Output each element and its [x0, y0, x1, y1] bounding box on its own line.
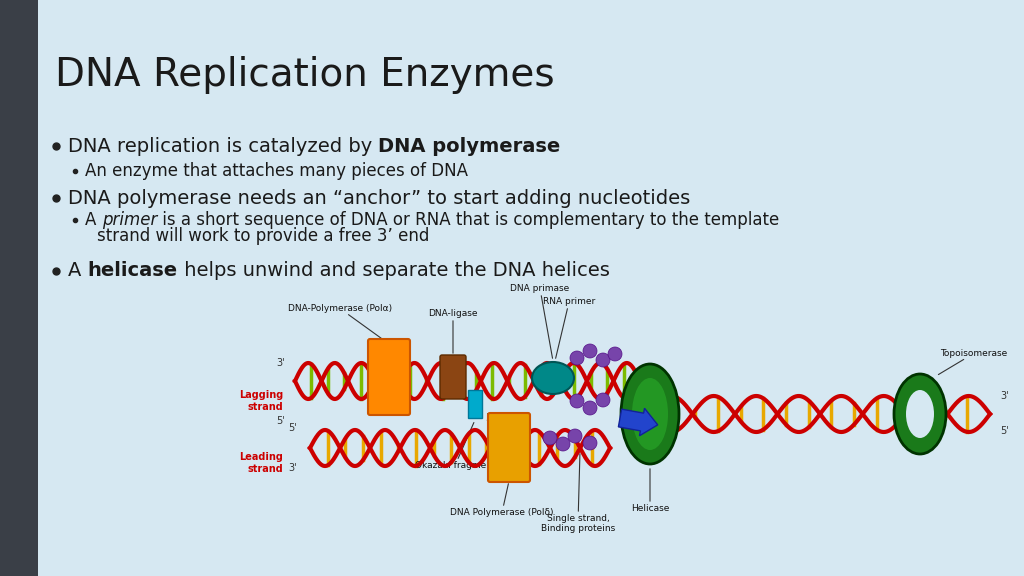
Text: DNA Replication Enzymes: DNA Replication Enzymes [55, 56, 555, 94]
Circle shape [568, 429, 582, 443]
Text: DNA primase: DNA primase [510, 284, 569, 358]
Text: A: A [68, 262, 88, 281]
Text: 5': 5' [288, 423, 297, 433]
FancyBboxPatch shape [368, 339, 410, 415]
Text: primer: primer [101, 211, 157, 229]
Text: is a short sequence of DNA or RNA that is complementary to the template: is a short sequence of DNA or RNA that i… [157, 211, 779, 229]
Ellipse shape [894, 374, 946, 454]
Circle shape [543, 431, 557, 445]
Text: 5': 5' [276, 416, 285, 426]
Circle shape [583, 344, 597, 358]
Text: DNA-ligase: DNA-ligase [428, 309, 478, 353]
FancyArrow shape [618, 408, 657, 436]
Circle shape [583, 401, 597, 415]
Circle shape [608, 347, 622, 361]
Circle shape [583, 436, 597, 450]
Text: helps unwind and separate the DNA helices: helps unwind and separate the DNA helice… [178, 262, 609, 281]
Text: DNA replication is catalyzed by: DNA replication is catalyzed by [68, 137, 379, 156]
Text: helicase: helicase [88, 262, 178, 281]
Circle shape [556, 437, 570, 451]
Text: Topoisomerase: Topoisomerase [938, 349, 1008, 374]
Text: 5': 5' [1000, 426, 1009, 436]
Text: Lagging
strand: Lagging strand [239, 390, 283, 412]
Text: 3': 3' [289, 463, 297, 473]
Text: DNA polymerase: DNA polymerase [379, 137, 561, 156]
Ellipse shape [532, 362, 574, 394]
Text: DNA polymerase needs an “anchor” to start adding nucleotides: DNA polymerase needs an “anchor” to star… [68, 188, 690, 207]
Text: RNA primer: RNA primer [543, 297, 595, 358]
Text: A: A [85, 211, 101, 229]
Circle shape [596, 393, 610, 407]
Ellipse shape [621, 364, 679, 464]
Text: Single strand,
Binding proteins: Single strand, Binding proteins [541, 454, 615, 533]
Text: 3': 3' [1000, 391, 1009, 401]
FancyBboxPatch shape [468, 390, 482, 418]
Text: Leading
strand: Leading strand [240, 452, 283, 474]
Circle shape [570, 394, 584, 408]
Text: 3': 3' [276, 358, 285, 368]
Circle shape [596, 353, 610, 367]
Text: Okazaki fragment: Okazaki fragment [415, 423, 496, 470]
Text: strand will work to provide a free 3’ end: strand will work to provide a free 3’ en… [97, 227, 429, 245]
FancyBboxPatch shape [488, 413, 530, 482]
Ellipse shape [906, 390, 934, 438]
Text: 5': 5' [485, 413, 495, 423]
Text: DNA-Polymerase (Polα): DNA-Polymerase (Polα) [288, 304, 392, 339]
Ellipse shape [632, 378, 668, 450]
Text: DNA Polymerase (Polδ): DNA Polymerase (Polδ) [451, 484, 554, 517]
Circle shape [570, 351, 584, 365]
Text: An enzyme that attaches many pieces of DNA: An enzyme that attaches many pieces of D… [85, 162, 468, 180]
FancyBboxPatch shape [440, 355, 466, 399]
Bar [0, 0, 38, 576]
Text: Helicase: Helicase [631, 469, 670, 513]
